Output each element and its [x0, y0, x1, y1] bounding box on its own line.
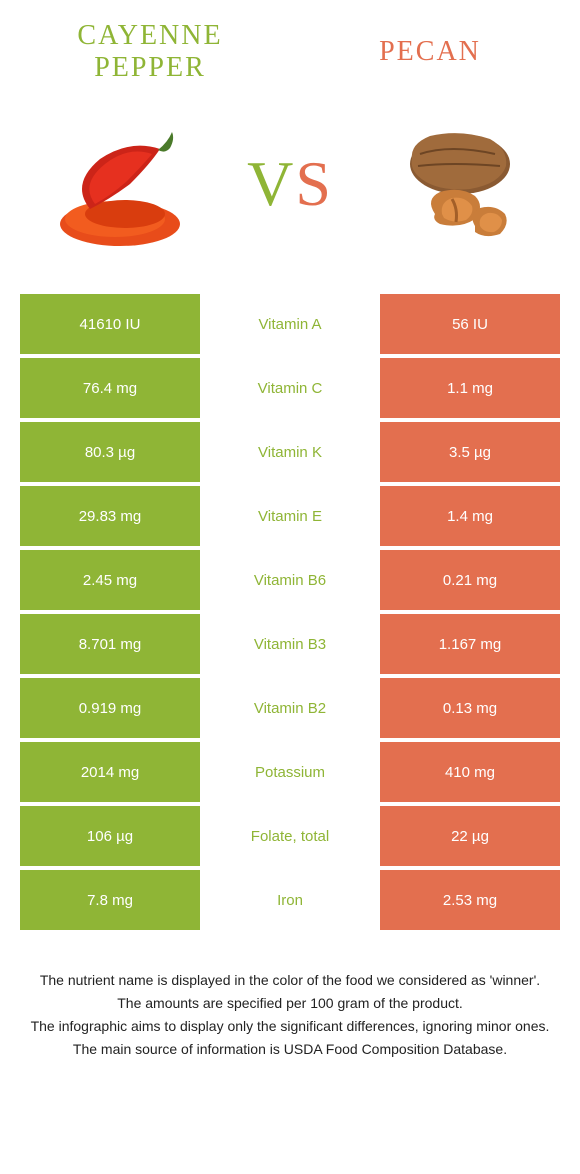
left-food-title: CAYENNE PEPPER	[50, 20, 250, 84]
left-value-cell: 2.45 mg	[20, 550, 200, 610]
footer-line: The amounts are specified per 100 gram o…	[30, 993, 550, 1014]
right-value-cell: 2.53 mg	[380, 870, 560, 930]
nutrient-name-cell: Vitamin K	[200, 422, 380, 482]
right-value-cell: 1.167 mg	[380, 614, 560, 674]
nutrient-name-cell: Vitamin B2	[200, 678, 380, 738]
vs-v-letter: V	[247, 147, 295, 221]
table-row: 2.45 mgVitamin B60.21 mg	[20, 550, 560, 610]
left-value-cell: 41610 IU	[20, 294, 200, 354]
nutrient-table: 41610 IUVitamin A56 IU76.4 mgVitamin C1.…	[20, 294, 560, 930]
nutrient-name-cell: Iron	[200, 870, 380, 930]
nutrient-name-cell: Vitamin A	[200, 294, 380, 354]
table-row: 7.8 mgIron2.53 mg	[20, 870, 560, 930]
vs-s-letter: S	[295, 147, 333, 221]
header-row: CAYENNE PEPPER PECAN	[20, 20, 560, 104]
table-row: 0.919 mgVitamin B20.13 mg	[20, 678, 560, 738]
nutrient-name-cell: Vitamin B6	[200, 550, 380, 610]
right-value-cell: 1.1 mg	[380, 358, 560, 418]
left-value-cell: 0.919 mg	[20, 678, 200, 738]
right-value-cell: 22 µg	[380, 806, 560, 866]
nutrient-name-cell: Folate, total	[200, 806, 380, 866]
nutrient-name-cell: Potassium	[200, 742, 380, 802]
right-food-title: PECAN	[330, 36, 530, 68]
left-value-cell: 2014 mg	[20, 742, 200, 802]
right-value-cell: 0.13 mg	[380, 678, 560, 738]
footer-notes: The nutrient name is displayed in the co…	[20, 970, 560, 1060]
right-value-cell: 0.21 mg	[380, 550, 560, 610]
left-value-cell: 29.83 mg	[20, 486, 200, 546]
left-value-cell: 106 µg	[20, 806, 200, 866]
left-value-cell: 80.3 µg	[20, 422, 200, 482]
footer-line: The nutrient name is displayed in the co…	[30, 970, 550, 991]
table-row: 76.4 mgVitamin C1.1 mg	[20, 358, 560, 418]
right-value-cell: 410 mg	[380, 742, 560, 802]
cayenne-pepper-image	[40, 114, 200, 254]
nutrient-name-cell: Vitamin C	[200, 358, 380, 418]
left-value-cell: 7.8 mg	[20, 870, 200, 930]
nutrient-name-cell: Vitamin B3	[200, 614, 380, 674]
table-row: 106 µgFolate, total22 µg	[20, 806, 560, 866]
left-value-cell: 76.4 mg	[20, 358, 200, 418]
table-row: 80.3 µgVitamin K3.5 µg	[20, 422, 560, 482]
vs-label: VS	[247, 147, 333, 221]
table-row: 2014 mgPotassium410 mg	[20, 742, 560, 802]
right-value-cell: 56 IU	[380, 294, 560, 354]
left-value-cell: 8.701 mg	[20, 614, 200, 674]
right-value-cell: 1.4 mg	[380, 486, 560, 546]
images-row: VS	[20, 104, 560, 294]
pecan-image	[380, 114, 540, 254]
footer-line: The main source of information is USDA F…	[30, 1039, 550, 1060]
table-row: 41610 IUVitamin A56 IU	[20, 294, 560, 354]
footer-line: The infographic aims to display only the…	[30, 1016, 550, 1037]
nutrient-name-cell: Vitamin E	[200, 486, 380, 546]
right-value-cell: 3.5 µg	[380, 422, 560, 482]
table-row: 8.701 mgVitamin B31.167 mg	[20, 614, 560, 674]
table-row: 29.83 mgVitamin E1.4 mg	[20, 486, 560, 546]
